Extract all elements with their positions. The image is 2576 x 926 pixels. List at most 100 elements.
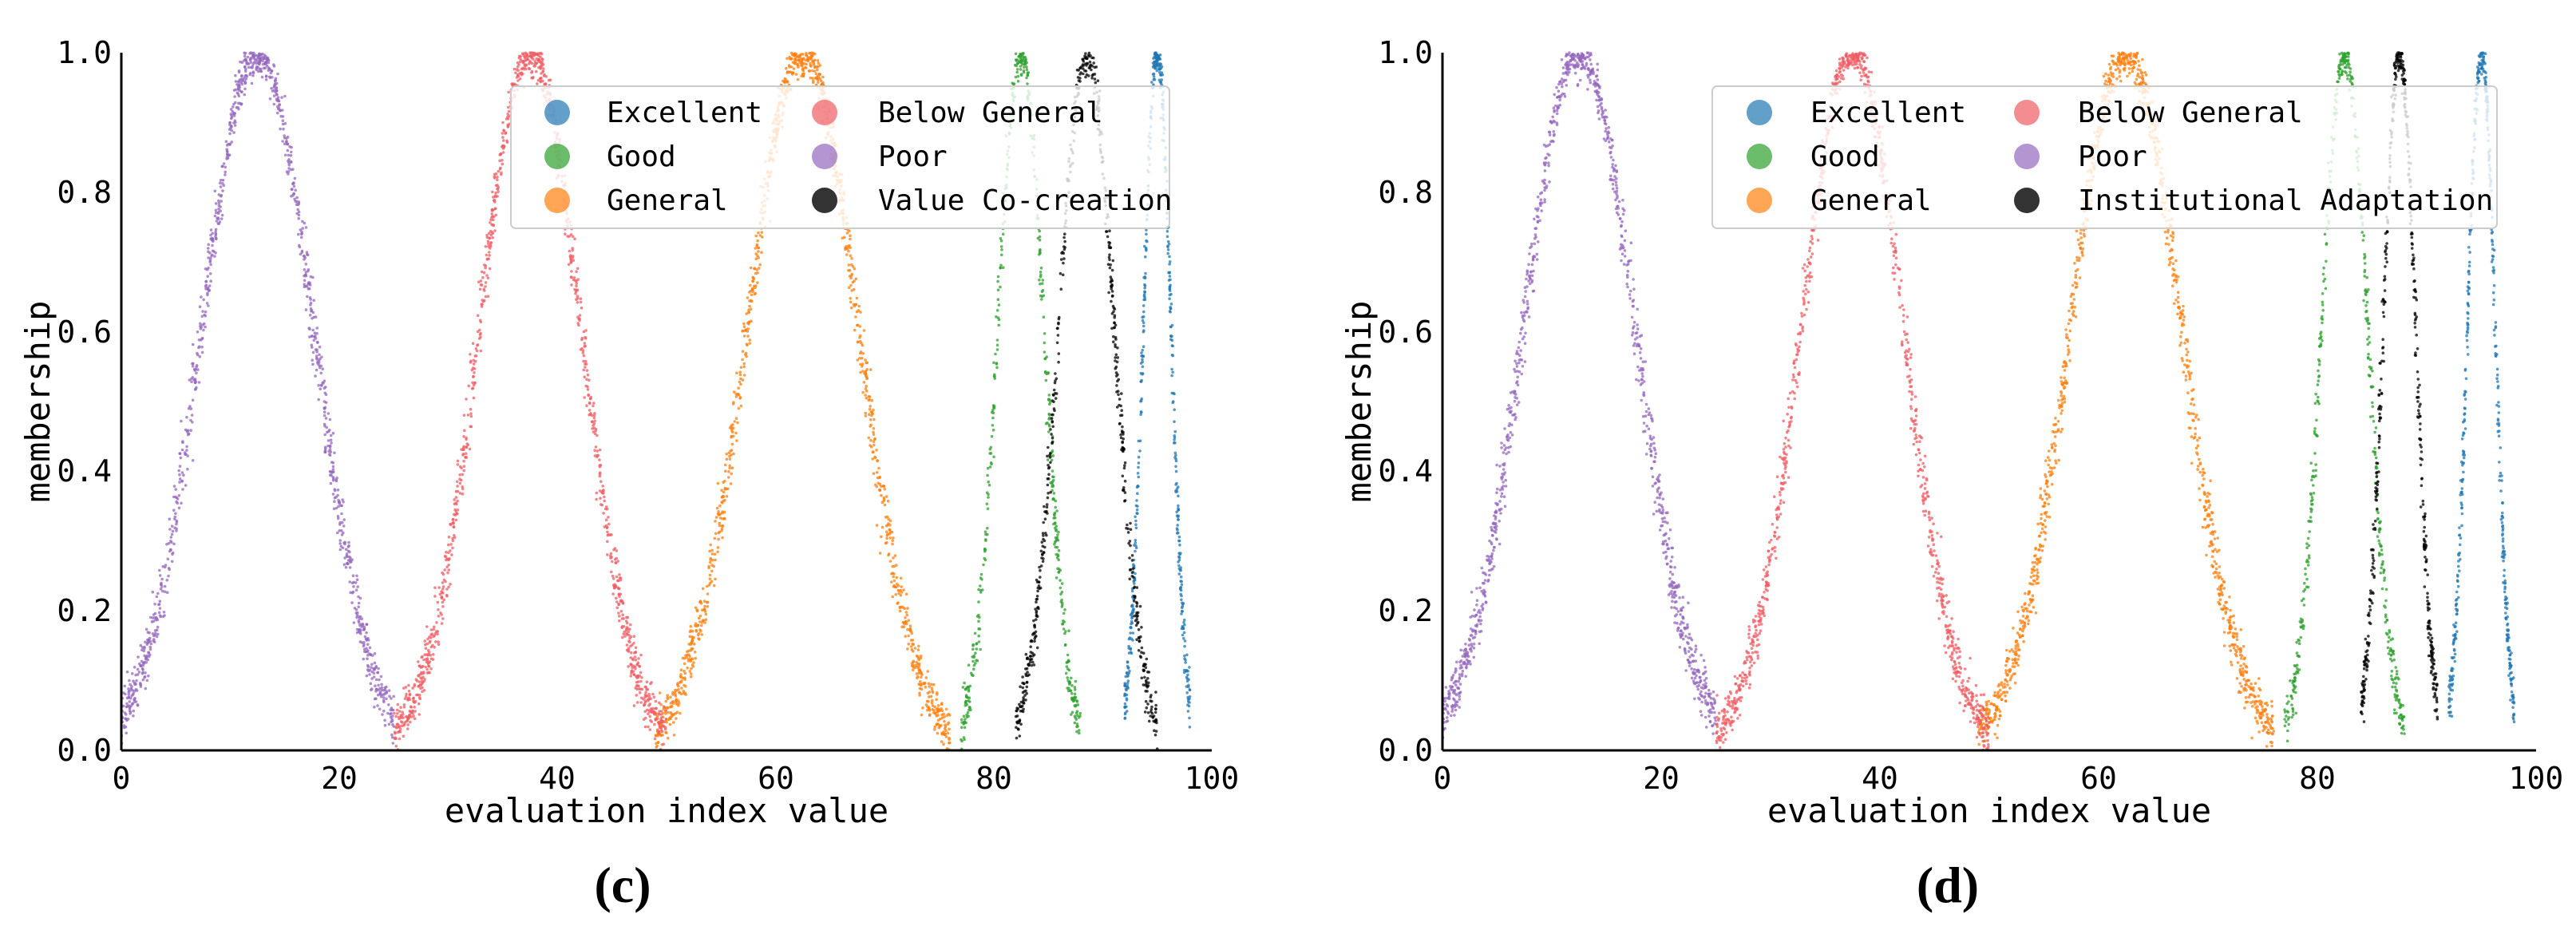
point-c-good <box>1016 80 1020 83</box>
point-c-below-general <box>449 583 452 586</box>
point-c-below-general <box>493 207 497 211</box>
point-c-below-general <box>572 259 576 263</box>
point-c-general <box>686 667 689 670</box>
point-c-below-general <box>569 254 572 257</box>
point-c-good <box>1038 279 1041 282</box>
point-c-excellent <box>1143 284 1147 287</box>
point-c-general <box>680 679 683 683</box>
point-c-poor <box>218 220 222 224</box>
point-c-excellent <box>1124 687 1128 691</box>
point-c-general <box>717 531 721 535</box>
point-c-poor <box>377 667 380 671</box>
point-c-good <box>996 298 1000 302</box>
point-c-general <box>845 232 849 235</box>
point-c-general <box>694 606 698 610</box>
point-c-good <box>970 673 974 677</box>
point-c-excellent <box>1137 461 1141 465</box>
point-c-poor <box>234 73 237 77</box>
point-c-general <box>920 687 924 691</box>
point-c-good <box>1062 627 1066 631</box>
point-c-general <box>888 536 892 540</box>
point-c-below-general <box>409 705 413 708</box>
point-c-below-general <box>462 414 466 417</box>
point-c-good <box>991 409 995 412</box>
point-c-general <box>816 59 820 62</box>
point-c-general <box>790 73 794 76</box>
point-c-poor <box>173 517 176 520</box>
point-c-value-co-creation <box>1063 246 1066 249</box>
point-c-value-co-creation <box>1078 73 1082 76</box>
point-c-good <box>1025 68 1029 72</box>
point-c-poor <box>346 562 350 565</box>
point-c-poor <box>275 87 278 90</box>
point-c-general <box>677 703 680 707</box>
point-c-poor <box>379 694 383 698</box>
point-c-excellent <box>1183 644 1186 648</box>
point-c-general <box>868 407 872 411</box>
point-c-good <box>1066 679 1070 683</box>
point-c-below-general <box>426 637 429 641</box>
point-c-below-general <box>473 354 477 358</box>
point-c-poor <box>376 704 379 707</box>
point-c-below-general <box>516 69 520 72</box>
point-c-general <box>656 741 660 744</box>
point-c-poor <box>307 283 310 286</box>
point-c-good <box>967 706 971 709</box>
point-c-poor <box>378 707 382 710</box>
point-c-value-co-creation <box>1115 384 1118 387</box>
point-c-general <box>926 670 929 673</box>
point-c-poor <box>236 85 240 89</box>
point-c-good <box>1025 76 1028 80</box>
point-c-below-general <box>595 497 598 501</box>
point-c-below-general <box>491 190 494 194</box>
point-c-good <box>993 377 996 380</box>
point-c-excellent <box>1123 684 1126 687</box>
point-c-poor <box>133 681 137 685</box>
point-c-good <box>990 434 994 438</box>
point-c-below-general <box>399 720 403 723</box>
point-c-good <box>1055 528 1058 532</box>
point-c-poor <box>161 615 165 619</box>
point-c-poor <box>267 61 271 65</box>
point-c-below-general <box>618 615 621 618</box>
point-c-general <box>667 718 671 722</box>
point-c-below-general <box>458 481 462 485</box>
point-c-below-general <box>582 354 586 358</box>
point-c-poor <box>191 364 195 368</box>
point-c-poor <box>135 679 138 683</box>
point-c-value-co-creation <box>1025 657 1029 661</box>
point-c-below-general <box>599 503 603 506</box>
point-c-below-general <box>579 348 583 351</box>
point-c-general <box>913 666 916 670</box>
point-c-general <box>896 602 899 605</box>
point-c-good <box>1016 58 1019 61</box>
point-c-poor <box>152 639 155 643</box>
point-c-poor <box>368 668 372 672</box>
point-c-below-general <box>584 384 588 388</box>
point-c-poor <box>132 692 135 695</box>
point-c-poor <box>178 473 181 477</box>
point-c-poor <box>297 232 300 236</box>
point-c-below-general <box>663 726 667 729</box>
point-c-below-general <box>585 369 589 372</box>
point-c-good <box>1074 703 1078 707</box>
point-c-value-co-creation <box>1044 532 1047 535</box>
point-c-value-co-creation <box>1138 639 1142 643</box>
point-c-poor <box>362 657 366 661</box>
point-c-below-general <box>472 362 476 366</box>
point-c-value-co-creation <box>1153 733 1157 737</box>
point-c-general <box>688 630 692 634</box>
point-c-below-general <box>494 191 497 195</box>
point-c-poor <box>238 89 242 93</box>
point-c-below-general <box>446 558 449 561</box>
point-c-general <box>900 625 904 628</box>
point-c-poor <box>167 574 170 578</box>
point-c-value-co-creation <box>1121 474 1125 478</box>
point-c-general <box>688 655 691 659</box>
point-c-below-general <box>469 353 472 356</box>
point-c-value-co-creation <box>1025 685 1029 689</box>
point-c-excellent <box>1125 697 1129 700</box>
point-c-good <box>1074 718 1078 722</box>
point-c-poor <box>278 103 282 106</box>
point-c-below-general <box>536 82 539 85</box>
